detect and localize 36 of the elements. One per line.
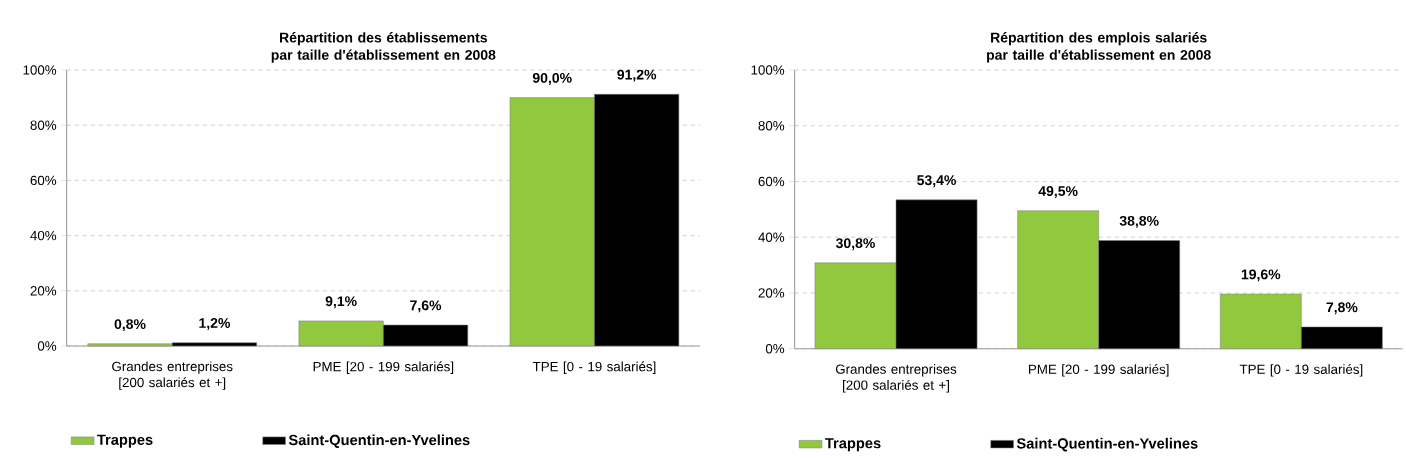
- x-tick-label: TPE [0 - 19 salariés]: [532, 361, 656, 374]
- y-tick-label: 0%: [765, 343, 785, 354]
- legend-label: Saint-Quentin-en-Yvelines: [1016, 437, 1198, 452]
- y-tick-label: 20%: [30, 286, 57, 296]
- y-tick-label: 40%: [30, 230, 57, 241]
- data-label: 19,6%: [1241, 269, 1281, 282]
- chart-title: Répartition des établissements par taille d'établissement en 2008: [271, 32, 496, 63]
- legend-label: Trappes: [825, 438, 881, 452]
- x-tick-label: Grandes entreprises [200 salariés et +]: [835, 364, 957, 393]
- y-tick-label: 100%: [751, 65, 785, 75]
- y-tick-label: 20%: [758, 288, 785, 298]
- data-label: 7,6%: [410, 300, 442, 313]
- data-label: 30,8%: [835, 238, 875, 251]
- data-label: 91,2%: [617, 69, 657, 82]
- y-tick-label: 60%: [30, 175, 57, 186]
- y-tick-label: 80%: [30, 120, 57, 130]
- x-tick-label: PME [20 - 199 salariés]: [1028, 364, 1169, 377]
- x-tick-label: PME [20 - 199 salariés]: [313, 361, 454, 374]
- data-label: 53,4%: [917, 175, 956, 188]
- y-tick-label: 80%: [758, 121, 785, 131]
- y-tick-label: 60%: [758, 176, 785, 187]
- x-tick-label: TPE [0 - 19 salariés]: [1239, 364, 1363, 377]
- data-label: 0,8%: [114, 319, 146, 332]
- legend-label: Saint-Quentin-en-Yvelines: [288, 434, 470, 448]
- legend-label: Trappes: [97, 434, 153, 448]
- data-label: 7,8%: [1326, 302, 1358, 315]
- data-label: 90,0%: [532, 72, 572, 85]
- data-label: 49,5%: [1038, 186, 1078, 199]
- data-label: 9,1%: [325, 296, 357, 309]
- data-label: 38,8%: [1119, 215, 1159, 228]
- data-label: 1,2%: [199, 318, 231, 330]
- y-tick-label: 0%: [37, 341, 57, 351]
- x-tick-label: Grandes entreprises [200 salariés et +]: [112, 361, 233, 390]
- chart-title: Répartition des emplois salariés par taille d'établissement en 2008: [987, 32, 1211, 63]
- y-tick-label: 40%: [758, 232, 785, 242]
- y-tick-label: 100%: [23, 65, 57, 75]
